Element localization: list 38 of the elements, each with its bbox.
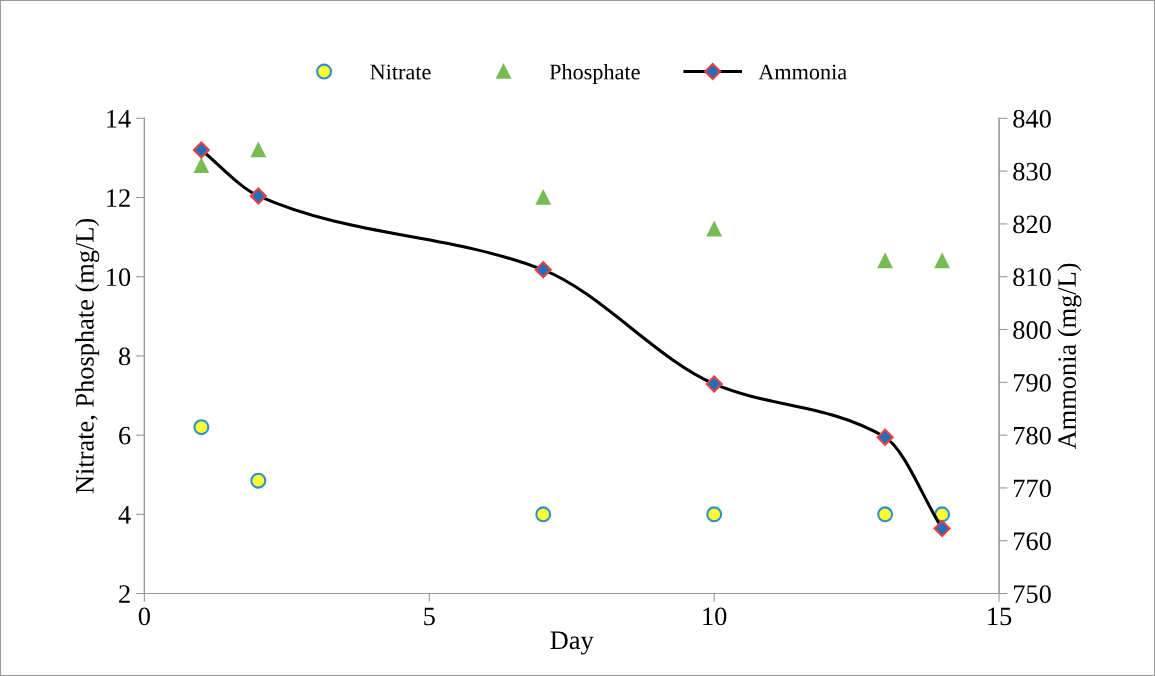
y2-tick-label: 800 — [1013, 321, 1051, 339]
point — [250, 472, 267, 489]
y-tick-label: 2 — [119, 585, 130, 603]
y-tick-label: 10 — [107, 268, 131, 287]
y2-tick-label: 810 — [1013, 268, 1051, 287]
legend-label: Phosphate — [549, 63, 640, 85]
point — [251, 142, 266, 158]
x-tick-label: 5 — [424, 607, 435, 626]
y2-tick-label: 830 — [1013, 162, 1051, 181]
x-tick-label: 10 — [703, 607, 727, 626]
legend-label: Ammonia — [758, 64, 847, 80]
x-axis-title: Day — [550, 631, 594, 655]
point — [193, 419, 210, 436]
y-tick-label: 12 — [107, 189, 130, 207]
y-tick-label: 4 — [118, 506, 131, 524]
y2-tick-label: 840 — [1013, 109, 1051, 128]
point — [535, 190, 551, 205]
point — [706, 221, 722, 237]
point — [535, 506, 552, 523]
point — [934, 253, 950, 269]
point — [706, 506, 723, 523]
point — [877, 253, 893, 269]
y-tick-label: 6 — [119, 426, 131, 445]
legend-label: Nitrate — [370, 64, 431, 80]
y2-tick-label: 760 — [1014, 532, 1051, 551]
y-tick-label: 14 — [107, 110, 131, 128]
y2-axis-title: Ammonia (mg/L) — [1057, 263, 1082, 450]
y2-tick-label: 820 — [1013, 215, 1051, 234]
point — [877, 506, 894, 523]
point — [194, 158, 209, 174]
y-axis-title: Nitrate, Phosphate (mg/L) — [75, 218, 100, 494]
x-tick-label: 15 — [988, 607, 1012, 626]
y2-tick-label: 780 — [1014, 426, 1051, 445]
y2-tick-label: 790 — [1014, 373, 1051, 392]
y2-tick-label: 770 — [1014, 479, 1051, 498]
y2-tick-label: 750 — [1014, 585, 1051, 603]
y-tick-label: 8 — [118, 347, 131, 366]
x-tick-label: 0 — [138, 607, 150, 626]
